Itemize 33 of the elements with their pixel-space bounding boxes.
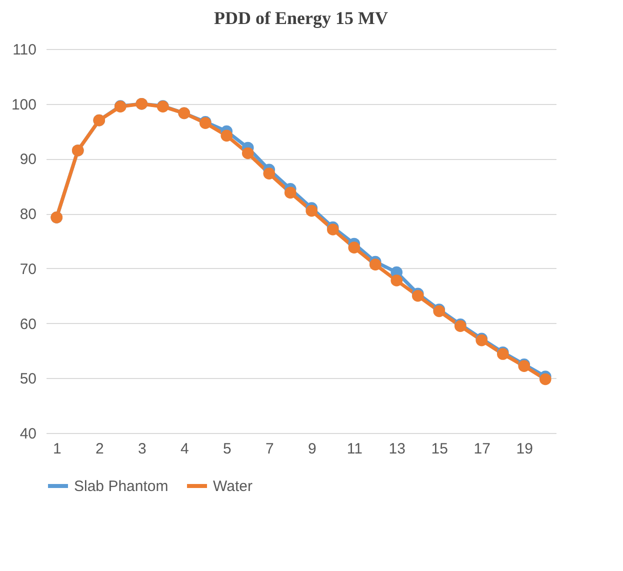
x-tick-label: 19 [516,440,533,458]
point [539,373,552,386]
point [369,258,382,270]
point [390,274,403,286]
point [326,224,339,236]
x-tick-label: 13 [388,440,406,458]
point [220,130,233,142]
chart-title: PDD of Energy 15 MV [214,8,388,28]
point [284,186,296,199]
y-tick-label: 40 [20,426,36,442]
x-tick-label: 4 [180,440,189,458]
x-tick-label: 7 [265,440,274,458]
x-tick-label: 17 [474,440,490,458]
x-tick-label: 5 [222,440,232,458]
point [242,147,254,160]
point [306,204,318,217]
x-tick-label: 2 [95,440,104,458]
y-tick-label: 110 [12,42,36,58]
legend-label: Water [213,478,252,495]
y-tick-label: 80 [20,206,36,224]
x-tick-label: 9 [308,440,316,458]
legend-label: Slab Phantom [74,478,168,495]
y-tick-label: 100 [11,96,36,114]
y-tick-label: 60 [20,316,36,333]
x-tick-label: 1 [52,440,62,458]
y-tick-label: 50 [20,370,36,388]
y-tick-label: 70 [20,260,36,278]
x-tick-label: 3 [138,440,146,458]
point [263,168,276,180]
point [348,242,360,254]
x-tick-label: 15 [431,440,448,458]
y-tick-label: 90 [20,151,36,168]
x-tick-label: 11 [346,440,362,458]
